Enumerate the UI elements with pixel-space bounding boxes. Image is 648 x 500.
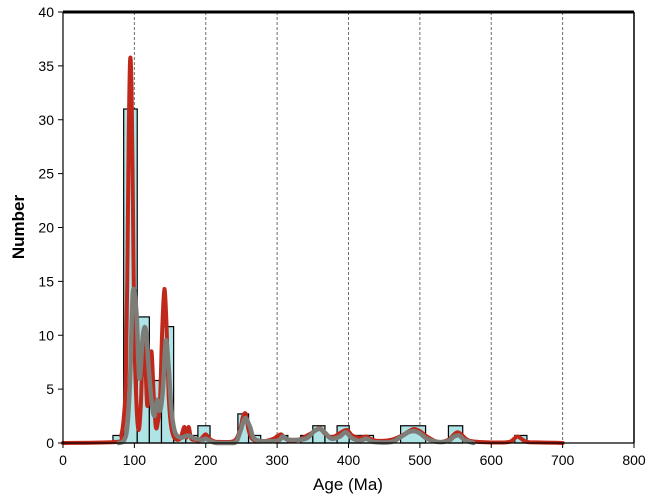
y-tick-label: 15 [38, 273, 54, 289]
y-tick-label: 35 [38, 58, 54, 74]
x-tick-label: 300 [265, 452, 289, 468]
x-tick-label: 400 [337, 452, 361, 468]
y-tick-label: 10 [38, 327, 54, 343]
y-tick-label: 30 [38, 112, 54, 128]
y-tick-label: 40 [38, 4, 54, 20]
x-gridlines [133, 12, 564, 443]
y-axis-ticks: 0 5 10 15 20 25 30 35 40 [38, 4, 63, 451]
x-tick-label: 500 [408, 452, 432, 468]
x-tick-label: 0 [59, 452, 67, 468]
probability-curve-gray [116, 286, 476, 446]
x-tick-label: 100 [123, 452, 147, 468]
y-axis-title: Number [9, 195, 28, 260]
x-axis-ticks: 0 100 200 300 400 500 600 700 800 [59, 443, 646, 468]
y-tick-label: 25 [38, 166, 54, 182]
y-tick-label: 0 [46, 435, 54, 451]
x-tick-label: 200 [194, 452, 218, 468]
y-tick-label: 20 [38, 220, 54, 236]
probability-curves [61, 55, 565, 446]
y-tick-label: 5 [46, 381, 54, 397]
x-tick-label: 800 [622, 452, 646, 468]
x-tick-label: 600 [480, 452, 504, 468]
x-axis-title: Age (Ma) [313, 475, 383, 494]
x-tick-label: 700 [551, 452, 575, 468]
